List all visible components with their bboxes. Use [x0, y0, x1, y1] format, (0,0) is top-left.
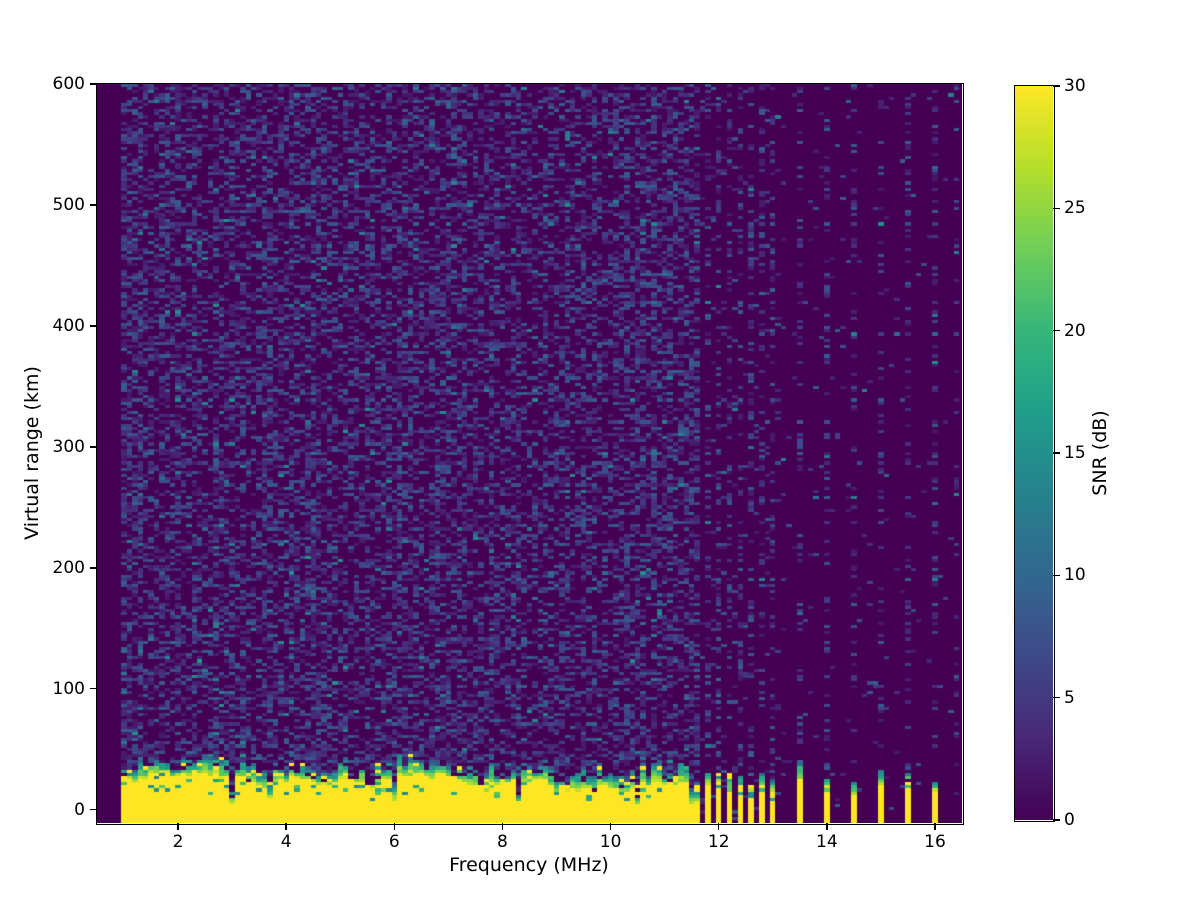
colorbar-tick-label: 5 [1064, 687, 1075, 708]
colorbar-tick-mark [1053, 329, 1060, 332]
colorbar-tick-mark [1053, 85, 1060, 87]
y-tick-label: 100 [52, 678, 85, 699]
y-tick-label: 300 [52, 436, 85, 457]
y-tick-mark [90, 83, 97, 85]
y-tick-mark [90, 446, 97, 448]
y-axis-label: Virtual range (km) [21, 366, 43, 540]
colorbar-tick-mark [1053, 207, 1060, 210]
colorbar-label: SNR (dB) [1089, 410, 1111, 496]
x-tick-label: 16 [924, 832, 946, 852]
x-tick-label: 12 [707, 832, 730, 852]
y-tick-mark [90, 325, 97, 327]
colorbar-tick-label: 0 [1064, 810, 1075, 830]
y-tick-mark [90, 567, 97, 569]
colorbar-tick-mark [1053, 819, 1060, 821]
x-tick-mark [717, 823, 720, 830]
x-tick-label: 2 [172, 832, 184, 852]
x-axis-label: Frequency (MHz) [449, 854, 609, 876]
colorbar-tick-mark [1053, 696, 1060, 699]
x-tick-mark [393, 823, 396, 830]
colorbar-tick-mark [1053, 452, 1060, 454]
x-tick-mark [177, 823, 179, 830]
x-tick-mark [826, 823, 828, 830]
y-tick-label: 200 [52, 557, 85, 578]
x-tick-mark [934, 823, 936, 830]
colorbar-tick-label: 25 [1064, 198, 1086, 219]
colorbar-tick-label: 15 [1064, 443, 1086, 463]
x-tick-mark [501, 823, 504, 830]
x-tick-mark [285, 823, 287, 830]
y-tick-mark [90, 204, 97, 206]
x-tick-label: 10 [599, 832, 622, 852]
colorbar-tick-mark [1053, 574, 1060, 577]
heatmap-canvas [97, 84, 962, 823]
colorbar-tick-label: 20 [1064, 320, 1086, 341]
x-tick-label: 4 [280, 832, 292, 852]
y-tick-mark [90, 808, 97, 811]
x-tick-label: 6 [388, 832, 400, 852]
colorbar-tick-label: 10 [1064, 565, 1086, 586]
x-tick-label: 14 [816, 832, 838, 852]
x-tick-mark [609, 823, 612, 830]
colorbar-gradient [1015, 86, 1053, 820]
y-tick-label: 400 [52, 315, 85, 336]
y-tick-mark [90, 687, 97, 690]
colorbar-tick-label: 30 [1064, 76, 1086, 96]
y-tick-label: 0 [74, 799, 85, 820]
y-tick-label: 600 [52, 74, 85, 94]
x-tick-label: 8 [497, 832, 508, 852]
y-tick-label: 500 [52, 194, 85, 215]
